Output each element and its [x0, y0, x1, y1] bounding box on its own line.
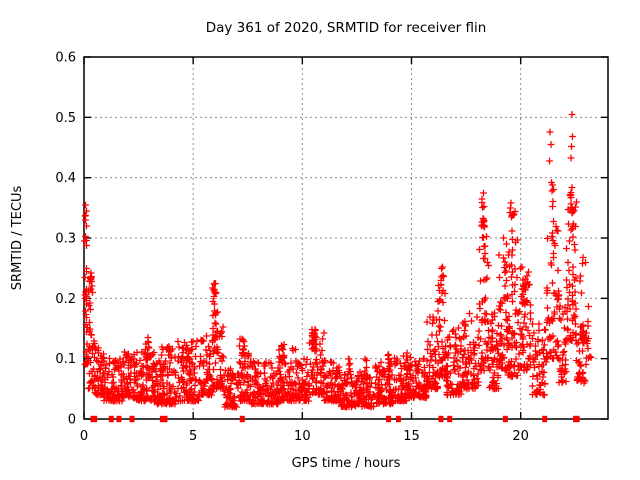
zero-marker [447, 415, 453, 423]
y-tick-label: 0.5 [55, 111, 76, 126]
zero-marker [386, 415, 392, 423]
y-tick-label: 0.2 [55, 292, 76, 307]
grid-lines [85, 58, 607, 418]
zero-marker [438, 415, 444, 423]
zero-marker [395, 415, 401, 423]
y-tick-label: 0 [68, 413, 76, 428]
x-tick-label: 20 [512, 429, 529, 444]
x-tick-label: 10 [294, 429, 311, 444]
y-tick-label: 0.1 [55, 352, 76, 367]
zero-marker [573, 415, 580, 423]
zero-marker [502, 415, 508, 423]
chart-title: Day 361 of 2020, SRMTID for receiver fli… [206, 20, 487, 36]
zero-marker [108, 415, 114, 423]
zero-marker [159, 415, 168, 423]
y-tick-label: 0.3 [55, 232, 76, 247]
zero-marker [116, 415, 122, 423]
zero-cluster-markers [90, 415, 580, 423]
zero-marker [90, 415, 98, 423]
zero-marker [129, 415, 135, 423]
y-axis-label: SRMTID / TECUs [10, 186, 25, 291]
x-axis-label: GPS time / hours [292, 456, 401, 471]
scatter-points [81, 111, 595, 411]
y-tick-label: 0.6 [55, 51, 76, 66]
axis-tick-labels: 0 5 10 15 20 0 0.1 0.2 0.3 0.4 0.5 0.6 [55, 51, 529, 445]
data-point-crosses [81, 111, 595, 411]
y-tick-label: 0.4 [55, 171, 76, 186]
zero-marker [239, 415, 245, 423]
x-tick-label: 15 [403, 429, 420, 444]
zero-marker [542, 415, 548, 423]
x-tick-label: 0 [80, 429, 88, 444]
x-tick-label: 5 [189, 429, 197, 444]
